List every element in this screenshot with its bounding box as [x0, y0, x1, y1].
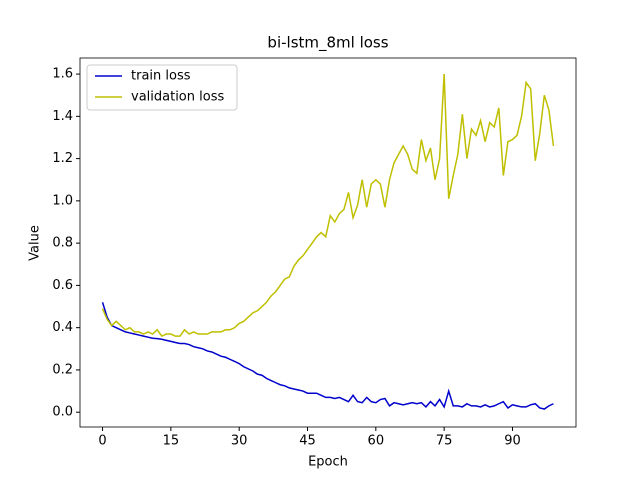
legend-label: train loss — [131, 69, 191, 84]
x-tick-label: 75 — [436, 434, 453, 449]
axes-frame — [79, 57, 577, 428]
y-tick-label: 1.6 — [52, 67, 73, 82]
legend-label: validation loss — [131, 90, 224, 105]
series-line — [101, 74, 555, 338]
chart-title: bi-lstm_8ml loss — [267, 34, 388, 53]
x-tick-label: 30 — [231, 434, 248, 449]
x-tick-label: 0 — [98, 434, 106, 449]
x-tick-label: 90 — [504, 434, 521, 449]
y-tick-label: 0.8 — [52, 236, 73, 251]
y-tick-label: 1.2 — [52, 151, 73, 166]
y-tick-label: 1.4 — [52, 109, 73, 124]
y-tick-label: 0.2 — [52, 362, 73, 377]
y-tick-label: 0.0 — [52, 405, 73, 420]
legend-box — [86, 64, 238, 111]
x-axis-label: Epoch — [308, 455, 348, 470]
y-tick-label: 0.4 — [52, 320, 73, 335]
x-tick-label: 15 — [163, 434, 180, 449]
y-tick-label: 0.6 — [52, 278, 73, 293]
y-tick-label: 1.0 — [52, 193, 73, 208]
y-axis-label: Value — [28, 225, 43, 261]
series-line — [101, 302, 554, 410]
x-tick-label: 45 — [299, 434, 316, 449]
x-tick-label: 60 — [368, 434, 385, 449]
